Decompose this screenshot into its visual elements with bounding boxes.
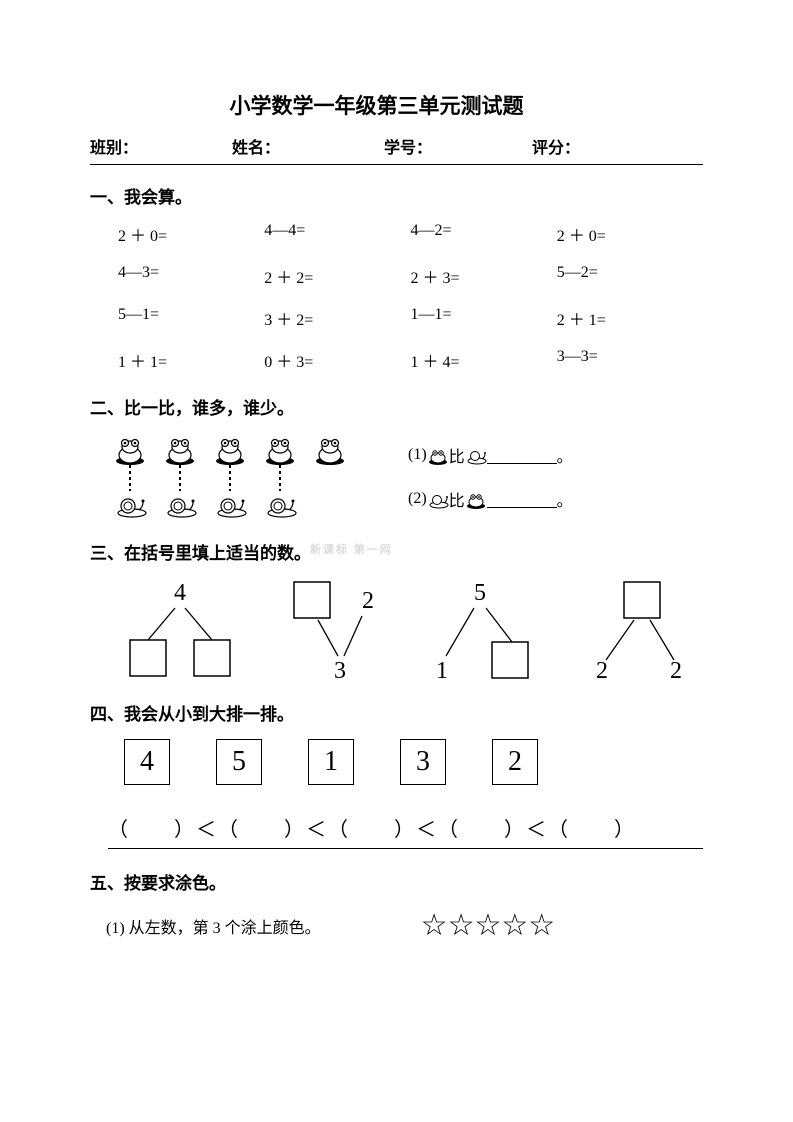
compare-q2: (2) 比 。	[408, 477, 573, 521]
calc-cell: 5—2=	[557, 264, 703, 288]
tree-value: 4	[174, 580, 186, 606]
tree-value: 2	[362, 588, 374, 614]
tree-3: 5 1	[420, 578, 540, 688]
blank-line	[487, 491, 557, 508]
section-2-heading: 二、比一比，谁多，谁少。	[90, 394, 703, 419]
q2-end: 。	[557, 487, 573, 511]
calc-cell: 3—3=	[557, 348, 703, 372]
watermark: 新课标 第一网	[310, 541, 393, 557]
info-row: 班别： 姓名： 学号： 评分：	[90, 134, 703, 158]
q5-1-text: (1) 从左数，第 3 个涂上颜色。	[106, 914, 321, 938]
section-1-heading: 一、我会算。	[90, 183, 703, 208]
tree-value: 1	[436, 658, 448, 684]
section-4-heading: 四、我会从小到大排一排。	[90, 700, 703, 725]
label-class: 班别：	[90, 134, 138, 158]
calc-cell: 1—1=	[411, 306, 557, 330]
q2-prefix: (2)	[408, 490, 427, 508]
tree-1: 4	[120, 578, 240, 688]
q1-mid: 比	[449, 443, 465, 467]
tree-value: 2	[596, 658, 608, 684]
sort-box: 2	[492, 739, 538, 785]
page-title: 小学数学一年级第三单元测试题	[50, 90, 703, 120]
sort-box: 4	[124, 739, 170, 785]
calc-cell: 5—1=	[118, 306, 264, 330]
info-underline	[90, 164, 703, 165]
compare-picture	[108, 433, 368, 529]
snail-icon	[427, 488, 449, 510]
label-no: 学号：	[384, 134, 432, 158]
tree-4: 2 2	[570, 578, 690, 688]
calc-cell: 4—2=	[411, 222, 557, 246]
calc-cell: 1 ＋ 4=	[411, 348, 557, 372]
q1-prefix: (1)	[408, 446, 427, 464]
compare-q1: (1) 比 。	[408, 433, 573, 477]
tree-value: 2	[670, 658, 682, 684]
stars-row: ☆☆☆☆☆	[421, 908, 555, 943]
section-3-heading: 三、在括号里填上适当的数。 新课标 第一网	[90, 539, 703, 564]
blank-line	[487, 447, 557, 464]
q1-end: 。	[557, 443, 573, 467]
label-name: 姓名：	[232, 134, 280, 158]
calc-cell: 4—3=	[118, 264, 264, 288]
section-5-heading: 五、按要求涂色。	[90, 869, 703, 894]
q2-mid: 比	[449, 487, 465, 511]
calc-cell: 0 ＋ 3=	[264, 348, 410, 372]
calc-cell: 1 ＋ 1=	[118, 348, 264, 372]
frog-icon	[427, 444, 449, 466]
sort-boxes: 4 5 1 3 2	[124, 739, 703, 785]
calc-cell: 2 ＋ 0=	[557, 222, 703, 246]
calc-cell: 4—4=	[264, 222, 410, 246]
calc-cell: 3 ＋ 2=	[264, 306, 410, 330]
tree-value: 5	[474, 580, 486, 606]
calc-cell: 2 ＋ 1=	[557, 306, 703, 330]
sort-answer-line: （ ）＜（ ）＜（ ）＜（ ）＜（ ）	[108, 813, 703, 849]
tree-value: 3	[334, 658, 346, 684]
tree-2: 2 3	[270, 578, 390, 688]
number-trees: 4 2 3 5 1 2 2	[120, 578, 703, 688]
calc-grid: 2 ＋ 0= 4—4= 4—2= 2 ＋ 0= 4—3= 2 ＋ 2= 2 ＋ …	[118, 222, 703, 372]
label-score: 评分：	[532, 134, 580, 158]
section-3-heading-text: 三、在括号里填上适当的数。	[90, 544, 311, 563]
sort-box: 5	[216, 739, 262, 785]
calc-cell: 2 ＋ 2=	[264, 264, 410, 288]
sort-box: 1	[308, 739, 354, 785]
calc-cell: 2 ＋ 3=	[411, 264, 557, 288]
snail-icon	[465, 444, 487, 466]
sort-box: 3	[400, 739, 446, 785]
calc-cell: 2 ＋ 0=	[118, 222, 264, 246]
frog-icon	[465, 488, 487, 510]
